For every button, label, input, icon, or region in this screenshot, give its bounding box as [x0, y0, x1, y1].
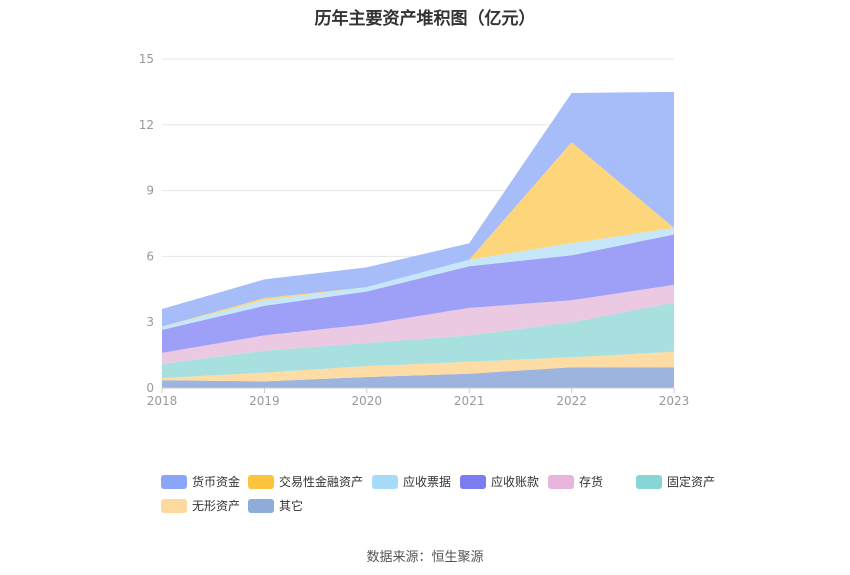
area-series-交易性金融资产 [162, 142, 674, 327]
legend-label: 应收账款 [491, 474, 539, 489]
legend-item-货币资金[interactable]: 货币资金 [161, 474, 240, 489]
area-series [162, 91, 674, 388]
area-series-应收票据 [162, 227, 674, 330]
y-tick-label: 3 [146, 315, 154, 329]
legend-label: 其它 [279, 498, 303, 513]
legend-swatch [161, 499, 187, 513]
legend-swatch [636, 475, 662, 489]
legend-swatch [248, 499, 274, 513]
y-tick-label: 15 [139, 52, 154, 66]
legend-label: 交易性金融资产 [279, 474, 363, 489]
data-source-note: 数据来源：恒生聚源 [0, 546, 850, 565]
x-tick-label: 2019 [249, 394, 280, 408]
legend-label: 存货 [579, 474, 603, 489]
legend-label: 应收票据 [403, 474, 451, 489]
legend-item-无形资产[interactable]: 无形资产 [161, 499, 240, 513]
chart-title: 历年主要资产堆积图（亿元） [314, 9, 536, 29]
x-tick-label: 2021 [454, 394, 485, 408]
source-text: 数据来源：恒生聚源 [366, 550, 484, 565]
area-series-存货 [162, 284, 674, 364]
area-series-货币资金 [162, 91, 674, 327]
y-tick-label: 9 [146, 184, 154, 198]
legend-item-固定资产[interactable]: 固定资产 [636, 474, 715, 489]
legend-label: 固定资产 [667, 474, 715, 489]
legend-swatch [548, 475, 574, 489]
legend-item-存货[interactable]: 存货 [548, 474, 603, 489]
x-tick-label: 2023 [659, 394, 690, 408]
area-series-应收账款 [162, 234, 674, 353]
x-tick-label: 2018 [147, 394, 178, 408]
legend-swatch [460, 475, 486, 489]
legend-swatch [372, 475, 398, 489]
legend-swatch [248, 475, 274, 489]
y-tick-label: 0 [146, 381, 154, 395]
legend-item-应收票据[interactable]: 应收票据 [372, 474, 451, 489]
y-tick-label: 6 [146, 249, 154, 263]
y-tick-label: 12 [139, 118, 154, 132]
legend-item-其它[interactable]: 其它 [248, 498, 303, 513]
x-tick-label: 2022 [556, 394, 587, 408]
area-series-其它 [162, 367, 674, 388]
legend-item-交易性金融资产[interactable]: 交易性金融资产 [248, 474, 363, 489]
legend-swatch [161, 475, 187, 489]
area-series-固定资产 [162, 302, 674, 379]
legend-label: 无形资产 [192, 499, 240, 513]
x-tick-label: 2020 [352, 394, 383, 408]
legend-label: 货币资金 [192, 474, 240, 489]
legend-item-应收账款[interactable]: 应收账款 [460, 474, 539, 489]
axes: 0 3 6 9 12 15 2018 2019 2020 2021 2022 2023 [139, 52, 690, 408]
area-series-无形资产 [162, 351, 674, 382]
